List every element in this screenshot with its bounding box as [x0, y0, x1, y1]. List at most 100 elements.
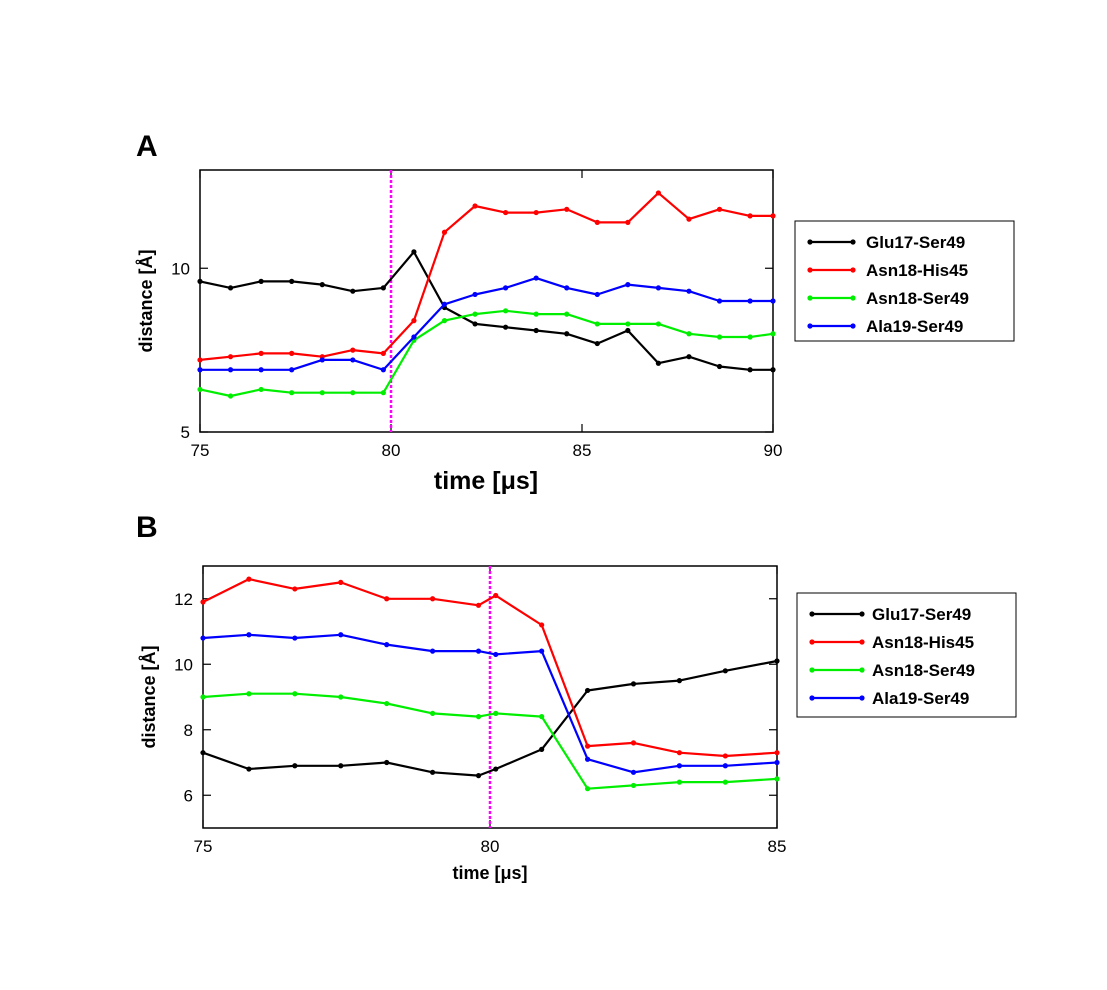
series-line-ala19-ser49 — [202, 633, 778, 774]
data-point-asn18-his45 — [686, 216, 692, 222]
legend-marker-asn18-ser49 — [850, 295, 856, 301]
panel-b-legend-label: Asn18-Ser49 — [872, 661, 975, 680]
data-point-ala19-ser49 — [380, 367, 386, 373]
data-point-glu17-ser49 — [533, 327, 539, 334]
panel-a-xlabel: time [μs] — [434, 467, 538, 495]
data-point-ala19-ser49 — [770, 298, 776, 304]
data-point-asn18-ser49 — [584, 786, 591, 792]
legend-marker-asn18-his45 — [809, 639, 815, 645]
data-point-ala19-ser49 — [747, 298, 753, 304]
data-point-asn18-his45 — [289, 350, 295, 356]
panel-b-ylabel: distance [Å] — [139, 645, 159, 748]
data-point-asn18-his45 — [472, 203, 478, 209]
data-point-asn18-ser49 — [676, 779, 683, 785]
data-point-asn18-his45 — [655, 190, 662, 196]
data-point-asn18-ser49 — [197, 386, 203, 393]
data-point-glu17-ser49 — [770, 367, 776, 373]
data-point-ala19-ser49 — [475, 648, 482, 654]
data-point-glu17-ser49 — [200, 750, 206, 756]
data-point-glu17-ser49 — [584, 687, 591, 694]
panel-a-legend-label: Asn18-Ser49 — [866, 289, 969, 308]
data-point-asn18-ser49 — [319, 390, 325, 396]
series-line-ala19-ser49 — [200, 277, 773, 371]
data-point-glu17-ser49 — [350, 288, 356, 294]
data-point-asn18-his45 — [493, 592, 499, 599]
data-point-asn18-his45 — [338, 579, 344, 585]
panel-b-xlabel: time [μs] — [452, 863, 527, 883]
data-point-glu17-ser49 — [292, 763, 298, 769]
data-point-glu17-ser49 — [564, 331, 570, 337]
data-point-ala19-ser49 — [625, 282, 631, 288]
data-point-glu17-ser49 — [246, 766, 252, 772]
legend-marker-asn18-ser49 — [807, 295, 813, 301]
x-tick-label: 85 — [768, 837, 787, 856]
panel-b-label: B — [136, 511, 158, 544]
data-point-asn18-his45 — [774, 750, 780, 756]
y-tick-label: 12 — [174, 590, 193, 609]
panel-a-legend-label: Glu17-Ser49 — [866, 233, 965, 252]
y-tick-label: 8 — [184, 721, 193, 740]
data-point-asn18-his45 — [625, 219, 631, 225]
data-point-ala19-ser49 — [594, 291, 600, 298]
data-point-ala19-ser49 — [584, 756, 591, 762]
data-point-asn18-his45 — [380, 350, 386, 356]
panel-a-legend-items: Glu17-Ser49 Asn18-His45 Asn18-Ser49 Ala1… — [807, 233, 969, 336]
series-line-asn18-ser49 — [202, 692, 778, 790]
legend-marker-asn18-ser49 — [859, 667, 865, 673]
data-point-ala19-ser49 — [200, 635, 206, 641]
data-point-asn18-his45 — [227, 354, 234, 360]
data-point-asn18-ser49 — [338, 694, 344, 700]
legend-marker-glu17-ser49 — [859, 611, 865, 617]
data-point-ala19-ser49 — [493, 651, 499, 658]
legend-marker-asn18-his45 — [807, 267, 813, 273]
series-line-asn18-his45 — [199, 191, 773, 361]
data-point-asn18-his45 — [246, 576, 252, 582]
data-point-glu17-ser49 — [539, 746, 545, 753]
data-point-glu17-ser49 — [475, 773, 482, 779]
data-point-glu17-ser49 — [258, 278, 264, 284]
y-tick-label: 5 — [181, 423, 190, 442]
x-tick-label: 75 — [191, 441, 210, 460]
legend-marker-ala19-ser49 — [859, 695, 865, 701]
data-point-ala19-ser49 — [539, 648, 545, 654]
data-point-glu17-ser49 — [774, 658, 780, 664]
data-point-asn18-his45 — [722, 753, 728, 759]
data-point-asn18-ser49 — [292, 691, 298, 697]
data-point-ala19-ser49 — [722, 763, 728, 769]
data-point-ala19-ser49 — [430, 648, 436, 654]
data-point-glu17-ser49 — [319, 282, 325, 288]
legend-marker-asn18-his45 — [859, 639, 865, 645]
data-point-asn18-ser49 — [716, 334, 723, 340]
data-point-asn18-ser49 — [625, 321, 631, 327]
data-point-asn18-ser49 — [722, 779, 728, 785]
panel-b-ticks: 75 80 85 6 8 10 12 — [174, 566, 786, 856]
data-point-asn18-ser49 — [289, 390, 295, 396]
data-point-asn18-his45 — [676, 750, 683, 756]
panel-a: A 75 80 85 90 5 10 time [μs] distance [Å] Glu… — [136, 130, 1015, 495]
data-point-ala19-ser49 — [503, 285, 509, 291]
y-tick-label: 6 — [184, 786, 193, 805]
data-point-asn18-his45 — [539, 622, 545, 628]
legend-marker-glu17-ser49 — [850, 239, 856, 245]
panel-a-plot-frame — [199, 169, 774, 433]
panel-b-legend-label: Glu17-Ser49 — [872, 605, 971, 624]
legend-marker-asn18-his45 — [850, 267, 856, 273]
data-point-glu17-ser49 — [338, 763, 344, 769]
data-point-asn18-ser49 — [430, 710, 436, 716]
data-point-asn18-his45 — [350, 347, 356, 353]
x-tick-label: 75 — [194, 837, 213, 856]
data-point-asn18-ser49 — [380, 390, 386, 396]
data-point-asn18-his45 — [747, 213, 753, 219]
data-point-asn18-ser49 — [655, 321, 662, 327]
data-point-ala19-ser49 — [686, 288, 692, 294]
panel-b-legend-items: Glu17-Ser49 Asn18-His45 Asn18-Ser49 Ala1… — [809, 605, 975, 708]
panel-a-label: A — [136, 130, 158, 163]
data-point-ala19-ser49 — [384, 642, 390, 648]
panel-a-series — [197, 190, 776, 399]
data-point-asn18-ser49 — [246, 691, 252, 697]
data-point-asn18-his45 — [292, 586, 298, 592]
panel-a-legend-label: Asn18-His45 — [866, 261, 968, 280]
data-point-asn18-his45 — [564, 206, 570, 212]
panel-a-legend: Glu17-Ser49 Asn18-His45 Asn18-Ser49 Ala1… — [794, 220, 1015, 342]
